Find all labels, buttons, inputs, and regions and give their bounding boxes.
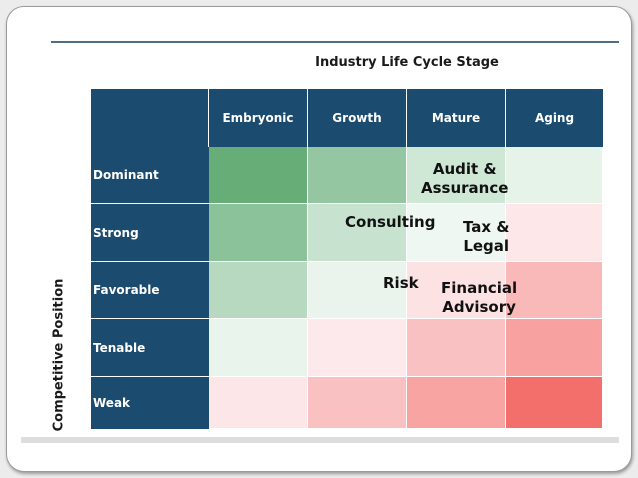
cell-strong-embryonic — [209, 204, 308, 262]
row-header-tenable: Tenable — [91, 319, 209, 377]
col-header-growth: Growth — [308, 89, 407, 147]
cell-tenable-embryonic — [209, 319, 308, 377]
row-axis-title: Competitive Position — [51, 278, 67, 432]
row-header-dominant: Dominant — [91, 147, 209, 204]
cell-favorable-growth — [308, 262, 407, 319]
cell-dominant-aging — [506, 147, 603, 204]
label-tax-legal: Tax & Legal — [463, 218, 509, 256]
cell-strong-growth — [308, 204, 407, 262]
cell-strong-aging — [506, 204, 603, 262]
label-tax-line2: Legal — [463, 237, 510, 255]
cell-weak-growth — [308, 377, 407, 429]
cell-strong-mature — [407, 204, 506, 262]
cell-tenable-growth — [308, 319, 407, 377]
label-audit-assurance: Audit & Assurance — [421, 160, 508, 198]
label-consulting: Consulting — [345, 213, 436, 231]
cell-dominant-embryonic — [209, 147, 308, 204]
bottom-shadow-strip — [21, 437, 619, 443]
col-header-mature: Mature — [407, 89, 506, 147]
label-risk: Risk — [383, 274, 419, 292]
cell-favorable-aging — [506, 262, 603, 319]
label-financial-line2: Advisory — [442, 298, 516, 316]
cell-weak-aging — [506, 377, 603, 429]
cell-weak-mature — [407, 377, 506, 429]
label-tax-line1: Tax & — [463, 218, 510, 236]
cell-favorable-embryonic — [209, 262, 308, 319]
label-financial-advisory: Financial Advisory — [441, 279, 517, 317]
label-financial-line1: Financial — [441, 279, 518, 297]
header-rule — [51, 41, 619, 43]
col-header-embryonic: Embryonic — [209, 89, 308, 147]
cell-tenable-aging — [506, 319, 603, 377]
col-header-aging: Aging — [506, 89, 603, 147]
matrix-grid: Embryonic Growth Mature Aging Dominant S… — [91, 89, 603, 429]
row-header-weak: Weak — [91, 377, 209, 429]
cell-dominant-mature — [407, 147, 506, 204]
slide: Industry Life Cycle Stage Competitive Po… — [6, 6, 632, 472]
cell-tenable-mature — [407, 319, 506, 377]
cell-dominant-growth — [308, 147, 407, 204]
corner-header-cell — [91, 89, 209, 147]
cell-favorable-mature — [407, 262, 506, 319]
row-header-strong: Strong — [91, 204, 209, 262]
column-axis-title: Industry Life Cycle Stage — [315, 55, 499, 70]
cell-weak-embryonic — [209, 377, 308, 429]
label-audit-line1: Audit & — [432, 160, 497, 178]
row-header-favorable: Favorable — [91, 262, 209, 319]
label-audit-line2: Assurance — [421, 179, 509, 197]
